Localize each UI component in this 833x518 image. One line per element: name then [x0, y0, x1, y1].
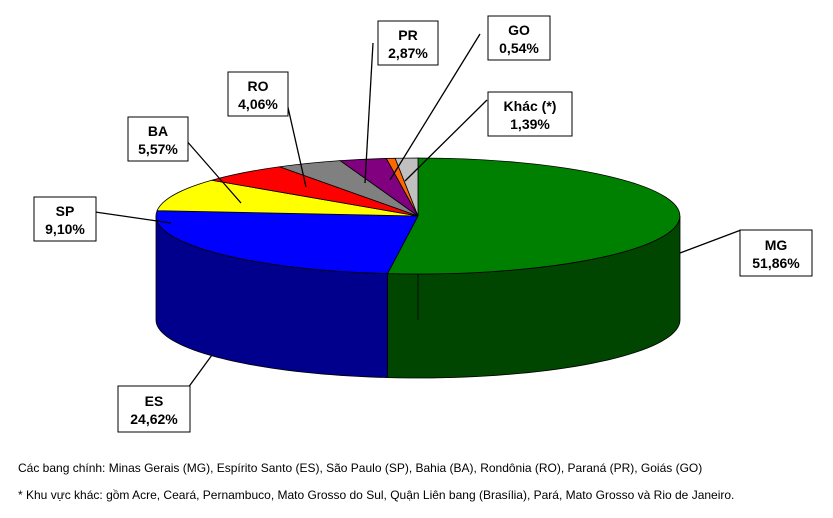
label-code-1: ES	[145, 393, 164, 409]
leader-line-5	[364, 42, 374, 184]
label-box-5	[377, 20, 439, 66]
label-value-0: 51,86%	[752, 255, 800, 271]
pie-top-faces	[155, 157, 681, 275]
label-code-0: MG	[765, 237, 788, 253]
slice-0	[386, 157, 681, 275]
label-code-6: GO	[508, 22, 530, 38]
label-code-2: SP	[56, 203, 75, 219]
label-value-1: 24,62%	[130, 411, 178, 427]
states-footnote: Các bang chính: Minas Gerais (MG), Espír…	[18, 461, 703, 475]
leader-line-4	[286, 102, 307, 188]
label-value-4: 4,06%	[238, 96, 278, 112]
label-value-7: 1,39%	[510, 116, 550, 132]
label-box-7	[487, 91, 573, 137]
other-regions-footnote: * Khu vực khác: gồm Acre, Ceará, Pernamb…	[18, 488, 735, 502]
label-box-2	[33, 196, 97, 242]
leader-line-0	[679, 229, 742, 254]
label-box-3	[127, 116, 189, 162]
label-box-4	[227, 71, 289, 117]
leader-line-2	[94, 211, 172, 224]
label-box-0	[739, 229, 813, 277]
leader-line-3	[184, 138, 242, 204]
label-code-7: Khác (*)	[504, 98, 557, 114]
slice-1	[155, 210, 419, 275]
label-box-1	[117, 385, 191, 433]
label-value-2: 9,10%	[45, 221, 85, 237]
leader-line-7	[404, 99, 488, 182]
label-code-3: BA	[148, 123, 168, 139]
label-value-5: 2,87%	[388, 45, 428, 61]
label-value-6: 0,54%	[499, 40, 539, 56]
label-code-4: RO	[248, 78, 269, 94]
label-box-6	[487, 15, 551, 61]
label-code-5: PR	[398, 27, 417, 43]
slice-7	[394, 157, 419, 217]
slice-labels: MG 51,86% ES 24,62% SP 9,10% BA 5,57% RO 4,06% PR 2…	[33, 15, 813, 433]
slice-2	[156, 179, 419, 217]
leader-line-6	[389, 33, 481, 181]
leader-lines	[94, 33, 742, 393]
label-value-3: 5,57%	[138, 141, 178, 157]
pie-chart: MG 51,86% ES 24,62% SP 9,10% BA 5,57% RO 4,06% PR 2…	[33, 15, 813, 433]
